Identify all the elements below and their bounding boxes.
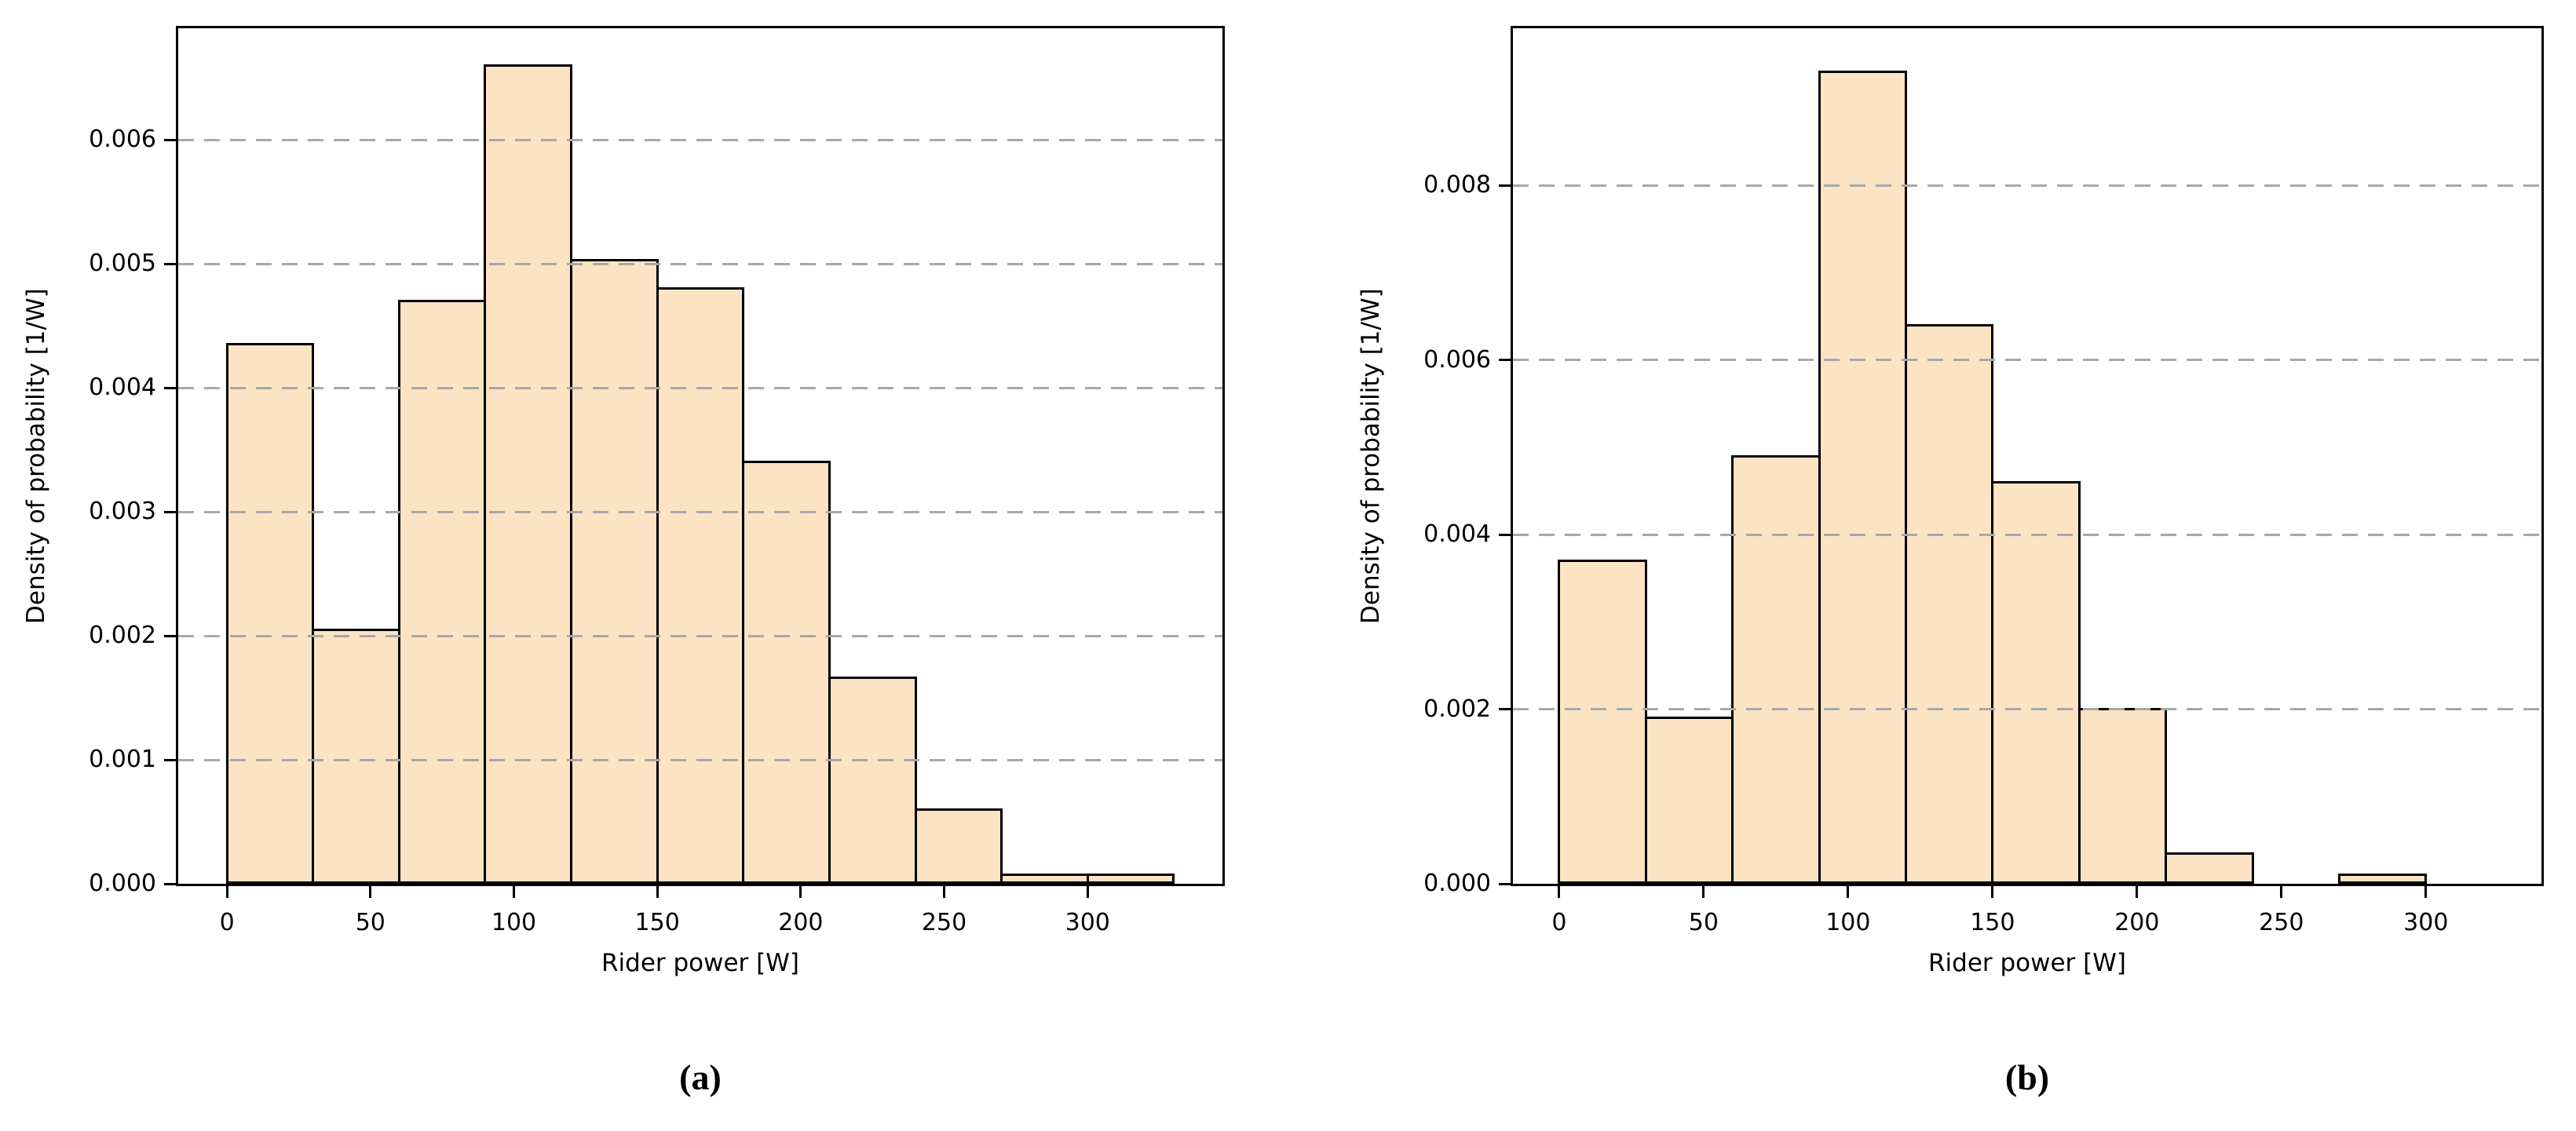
histogram-bar	[484, 64, 573, 884]
gridline	[178, 634, 1222, 637]
x-tick-mark	[2424, 886, 2428, 898]
gridline	[178, 386, 1222, 389]
histogram-bar	[1558, 559, 1647, 884]
histogram-bar	[828, 677, 917, 884]
histogram-bar	[1904, 323, 1994, 884]
histogram-bar	[1991, 480, 2081, 884]
y-tick-label: 0.003	[89, 498, 156, 526]
x-tick-mark	[1558, 886, 1561, 898]
x-tick-label: 300	[1065, 909, 1110, 936]
histogram-bar	[225, 343, 315, 884]
y-tick-label: 0.004	[1423, 520, 1491, 549]
x-tick-label: 250	[2259, 909, 2304, 936]
x-axis-label: Rider power [W]	[1927, 949, 2126, 977]
plot-area: 0 50 100 150 200 250 300 0.000 0.002 0.004 0.006 0.…	[1423, 26, 2544, 936]
plot-canvas: 0 50 100 150 200 250 300 0.000 0.002 0.004 0.006 0.…	[1423, 28, 2541, 936]
y-tick-label: 0.002	[89, 622, 156, 650]
y-tick-label: 0.000	[1423, 870, 1491, 897]
x-tick-mark	[1086, 886, 1089, 898]
panel-caption-b: (b)	[2004, 1057, 2050, 1097]
x-tick-mark	[225, 886, 228, 898]
x-tick-label: 50	[1688, 909, 1719, 936]
y-tick-label: 0.005	[89, 250, 156, 278]
y-tick-mark	[1499, 882, 1511, 885]
y-tick-mark	[164, 510, 176, 513]
x-tick-mark	[2280, 886, 2283, 898]
histogram-bar	[2165, 852, 2254, 884]
x-tick-mark	[369, 886, 372, 898]
histogram-bar	[2337, 874, 2428, 884]
y-tick-label: 0.008	[1423, 171, 1491, 199]
x-tick-label: 200	[2114, 909, 2160, 936]
x-tick-label: 0	[1551, 909, 1567, 936]
histogram-bar	[312, 628, 400, 884]
panel-caption-a: (a)	[679, 1057, 722, 1097]
gridline	[1513, 533, 2541, 536]
plot-canvas: 0 50 100 150 200 250 300 0.000 0.001 0.002 0.003 0.…	[89, 28, 1222, 936]
x-tick-label: 0	[219, 909, 235, 936]
gridline	[178, 262, 1222, 265]
gridline	[1513, 184, 2541, 187]
x-tick-label: 50	[355, 909, 385, 936]
histogram-bar	[914, 808, 1003, 884]
y-tick-label: 0.006	[89, 126, 156, 154]
x-tick-mark	[943, 886, 946, 898]
y-axis-label: Density of probability [1/W]	[1357, 288, 1385, 624]
gridline	[1513, 359, 2541, 362]
x-tick-mark	[1991, 886, 1994, 898]
gridline	[1513, 708, 2541, 711]
histogram-bar	[1818, 71, 1907, 884]
y-tick-mark	[164, 882, 176, 885]
x-tick-label: 300	[2403, 909, 2449, 936]
gridline	[178, 758, 1222, 761]
x-tick-mark	[799, 886, 802, 898]
x-tick-mark	[1702, 886, 1705, 898]
histogram-bar	[656, 287, 745, 884]
y-tick-mark	[164, 138, 176, 141]
histogram-bar	[570, 258, 659, 884]
x-tick-mark	[1847, 886, 1850, 898]
gridline	[178, 510, 1222, 513]
y-tick-mark	[1499, 359, 1511, 362]
y-tick-mark	[164, 262, 176, 265]
y-tick-mark	[1499, 184, 1511, 187]
histogram-bar	[1731, 454, 1821, 884]
x-axis-label: Rider power [W]	[601, 949, 799, 977]
y-tick-mark	[1499, 533, 1511, 536]
x-tick-label: 100	[491, 909, 537, 936]
histogram-bar	[1000, 874, 1089, 884]
histogram-bar	[2077, 708, 2168, 884]
x-tick-label: 250	[921, 909, 967, 936]
y-tick-mark	[164, 758, 176, 761]
y-tick-label: 0.006	[1423, 345, 1491, 374]
plot-area: 0 50 100 150 200 250 300 0.000 0.001 0.002 0.003 0.…	[89, 26, 1225, 936]
gridline	[178, 138, 1222, 141]
x-tick-label: 100	[1825, 909, 1871, 936]
y-tick-label: 0.004	[89, 374, 156, 402]
x-tick-label: 150	[1970, 909, 2015, 936]
y-tick-mark	[164, 386, 176, 389]
y-tick-label: 0.001	[89, 746, 156, 774]
y-tick-label: 0.002	[1423, 695, 1491, 723]
y-tick-label: 0.000	[89, 870, 156, 897]
x-tick-mark	[2136, 886, 2139, 898]
x-tick-label: 200	[778, 909, 824, 936]
histogram-bar	[1644, 717, 1734, 884]
y-tick-mark	[164, 634, 176, 637]
x-tick-mark	[513, 886, 515, 898]
histogram-bar	[1086, 874, 1175, 884]
histogram-bar	[742, 461, 831, 884]
x-tick-mark	[656, 886, 659, 898]
x-tick-label: 150	[634, 909, 680, 936]
y-tick-mark	[1499, 708, 1511, 711]
